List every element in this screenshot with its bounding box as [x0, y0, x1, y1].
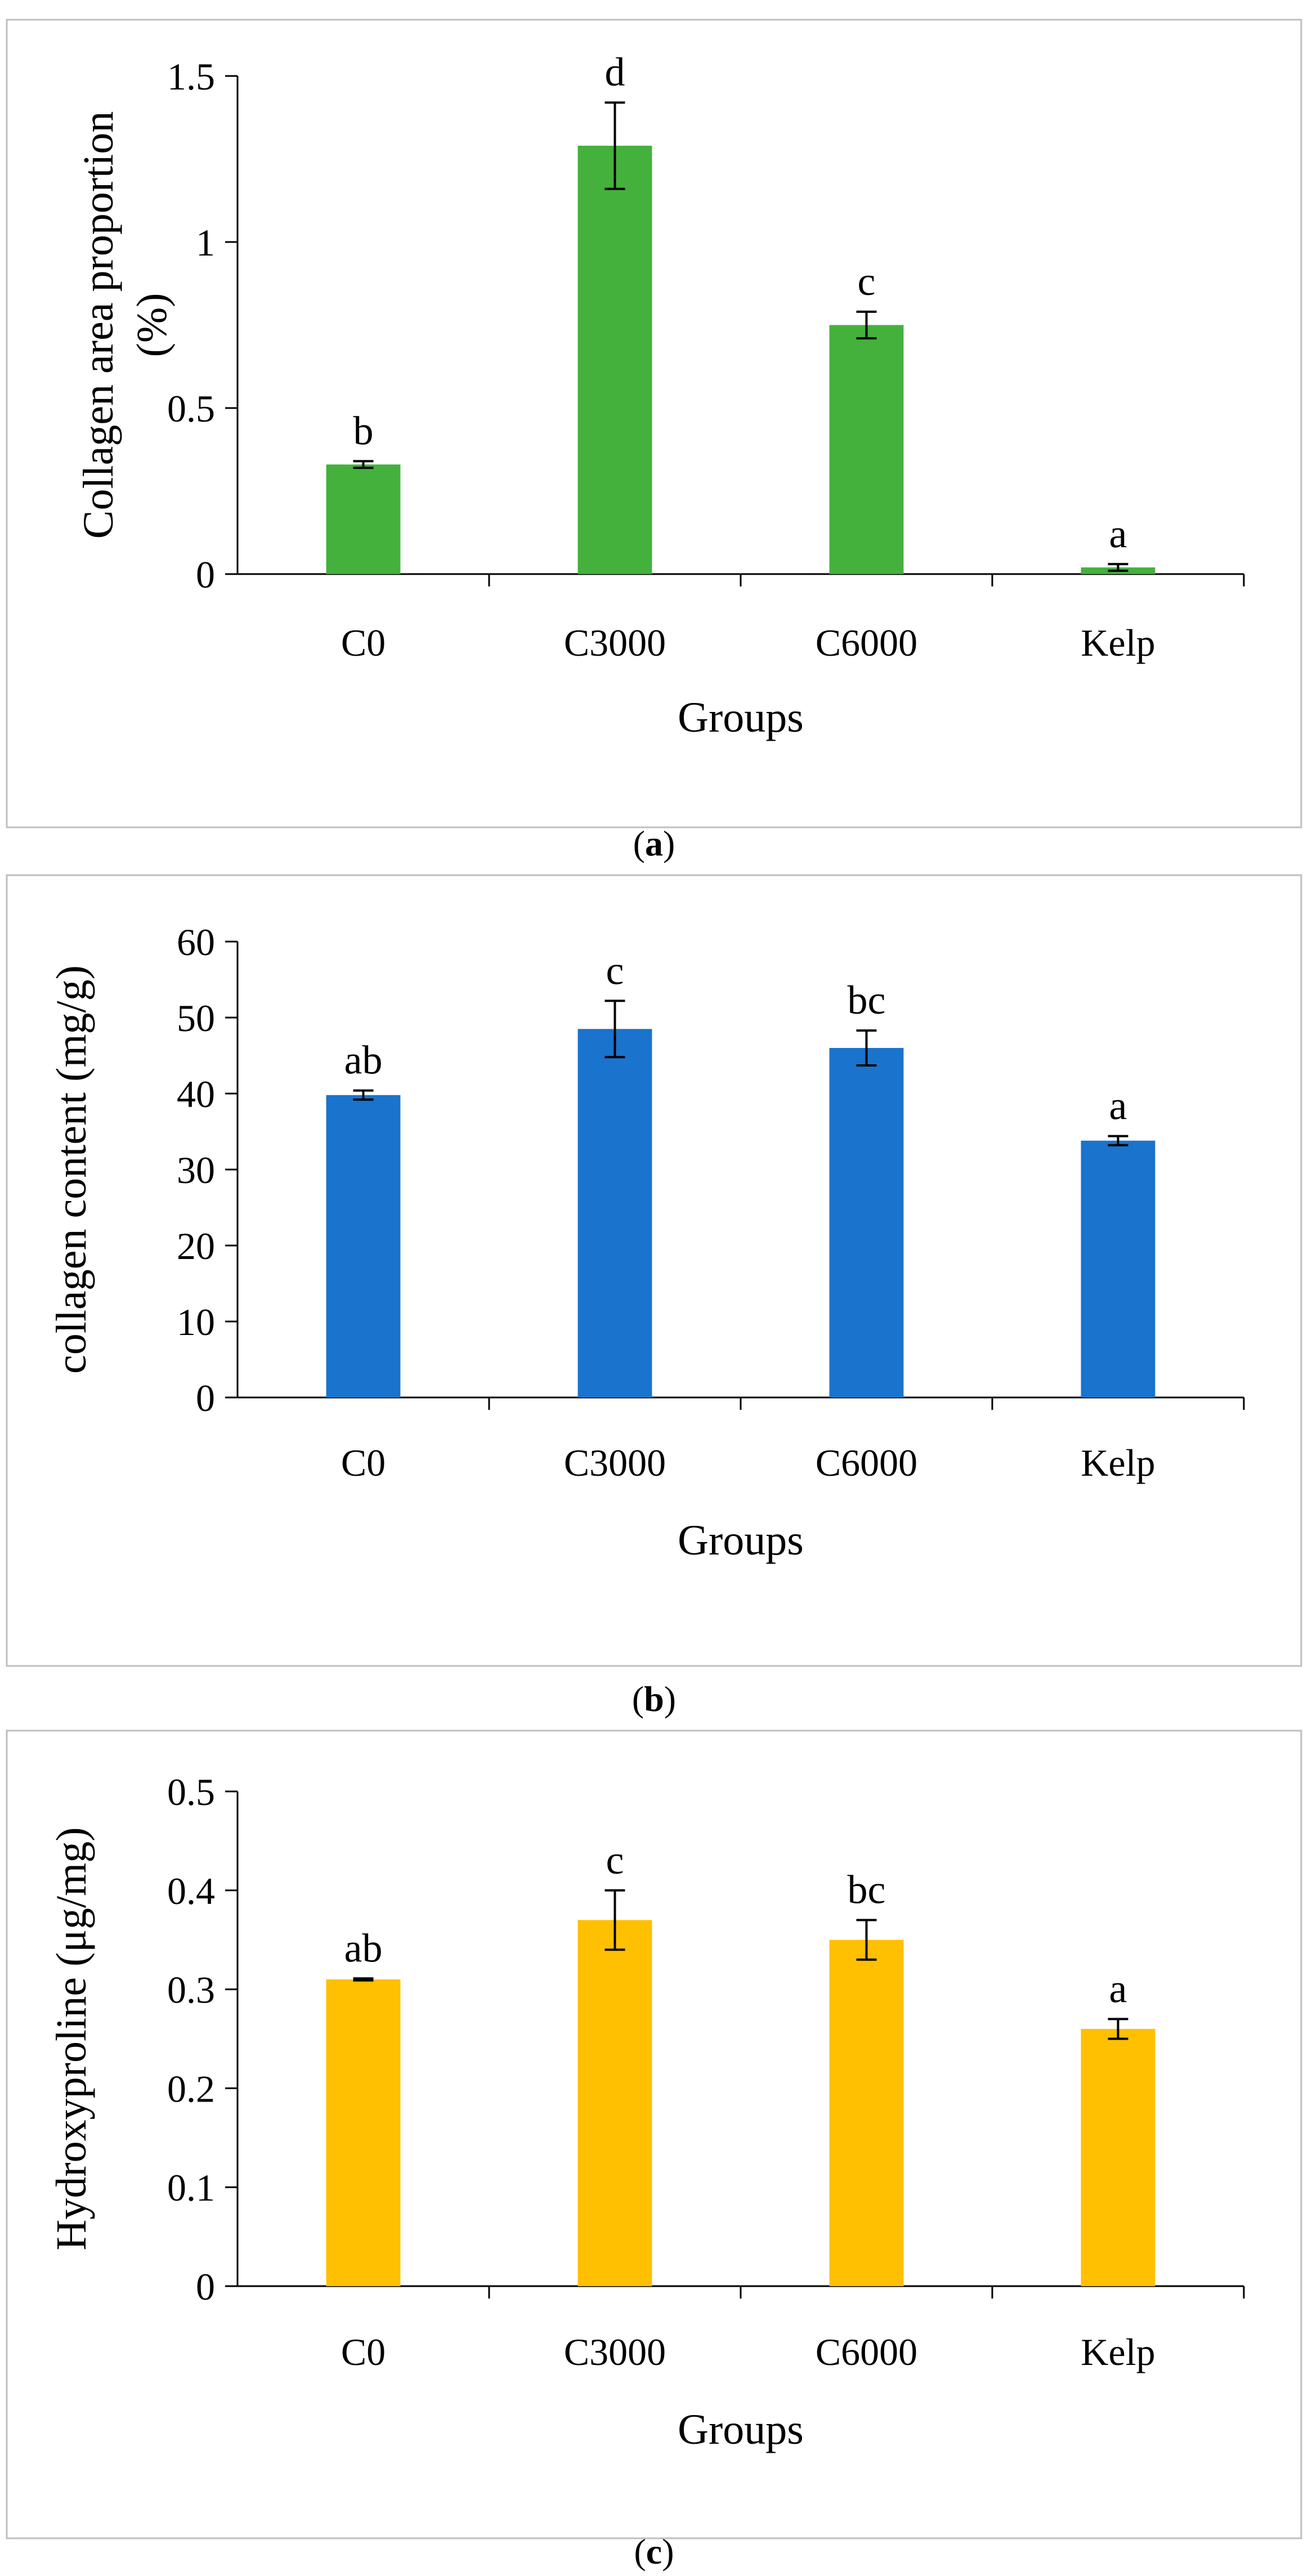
panel-c-chart: 0 0.1 0.2 0.3 0.4 0.5 ab C0 c C3000 bc C6000 a Kelp Gr… [6, 1730, 1302, 2539]
category-label: C0 [341, 1441, 386, 1484]
x-axis-title: Groups [678, 1517, 804, 1564]
chart-frame [6, 1730, 1302, 2539]
bar-c6000 [829, 1939, 904, 2286]
significance-label: c [858, 259, 876, 304]
chart-frame [6, 19, 1302, 828]
y-tick-label: 0 [196, 2265, 215, 2308]
bar-c3000 [577, 1920, 652, 2286]
category-label: Kelp [1081, 1441, 1155, 1484]
y-axis-title: Collagen area proportion [75, 111, 122, 539]
bar-c6000 [829, 325, 904, 574]
y-axis-title: Hydroxyproline (μg/mg) [48, 1827, 95, 2250]
chart-frame [6, 874, 1302, 1667]
y-tick-label: 0 [196, 1377, 215, 1419]
y-tick-label: 0.4 [167, 1870, 215, 1912]
category-label: C3000 [564, 1441, 666, 1484]
y-tick-label: 1 [196, 221, 215, 264]
bar-c0 [326, 1979, 401, 2286]
y-tick-label: 0.5 [167, 387, 215, 430]
bar-c6000 [829, 1048, 904, 1397]
category-label: Kelp [1081, 621, 1155, 664]
y-tick-label: 10 [177, 1301, 215, 1343]
y-tick-label: 0 [196, 553, 215, 596]
y-tick-label: 0.2 [167, 2067, 215, 2110]
significance-label: c [606, 948, 624, 993]
category-label: C3000 [564, 2331, 666, 2373]
y-tick-label: 40 [177, 1073, 215, 1115]
bar-c3000 [577, 145, 652, 574]
panel-a-caption: (a) [633, 823, 675, 863]
bar-c3000 [577, 1029, 652, 1397]
panel-b-caption: (b) [632, 1679, 676, 1719]
y-tick-label: 0.1 [167, 2166, 215, 2209]
category-label: C6000 [816, 1441, 917, 1484]
category-label: C6000 [816, 621, 917, 664]
y-axis-title: (%) [128, 293, 176, 357]
y-tick-label: 50 [177, 997, 215, 1040]
category-label: C6000 [816, 2331, 917, 2373]
significance-label: a [1109, 511, 1127, 556]
significance-label: a [1109, 1083, 1127, 1128]
bar-kelp [1081, 2028, 1155, 2286]
panel-c-caption: (c) [634, 2532, 674, 2571]
significance-label: bc [848, 978, 886, 1023]
bar-c0 [326, 1095, 401, 1397]
y-tick-label: 1.5 [167, 55, 215, 98]
x-axis-title: Groups [678, 694, 804, 741]
panel-a-chart: 0 0.5 1 1.5 b C0 d C3000 c C6000 a Kelp Groups Collag… [6, 19, 1302, 828]
significance-label: bc [848, 1867, 886, 1912]
y-tick-label: 20 [177, 1225, 215, 1267]
panel-b-chart: 0 10 20 30 40 50 60 ab C0 c C3000 bc C6000 a Kelp Group… [6, 874, 1302, 1667]
significance-label: a [1109, 1966, 1127, 2011]
bar-c0 [326, 464, 401, 574]
significance-label: ab [344, 1038, 383, 1083]
y-tick-label: 60 [177, 921, 215, 964]
category-label: Kelp [1081, 2331, 1155, 2373]
y-tick-label: 0.5 [167, 1771, 215, 1813]
category-label: C0 [341, 2331, 386, 2373]
y-tick-label: 0.3 [167, 1969, 215, 2011]
significance-label: b [353, 408, 374, 453]
category-label: C3000 [564, 621, 666, 664]
significance-label: ab [344, 1925, 383, 1970]
bar-kelp [1081, 1140, 1155, 1397]
category-label: C0 [341, 621, 386, 664]
x-axis-title: Groups [678, 2406, 804, 2453]
y-axis-title: collagen content (mg/g) [48, 965, 95, 1374]
significance-label: d [605, 50, 625, 95]
y-tick-label: 30 [177, 1149, 215, 1191]
significance-label: c [606, 1838, 624, 1883]
